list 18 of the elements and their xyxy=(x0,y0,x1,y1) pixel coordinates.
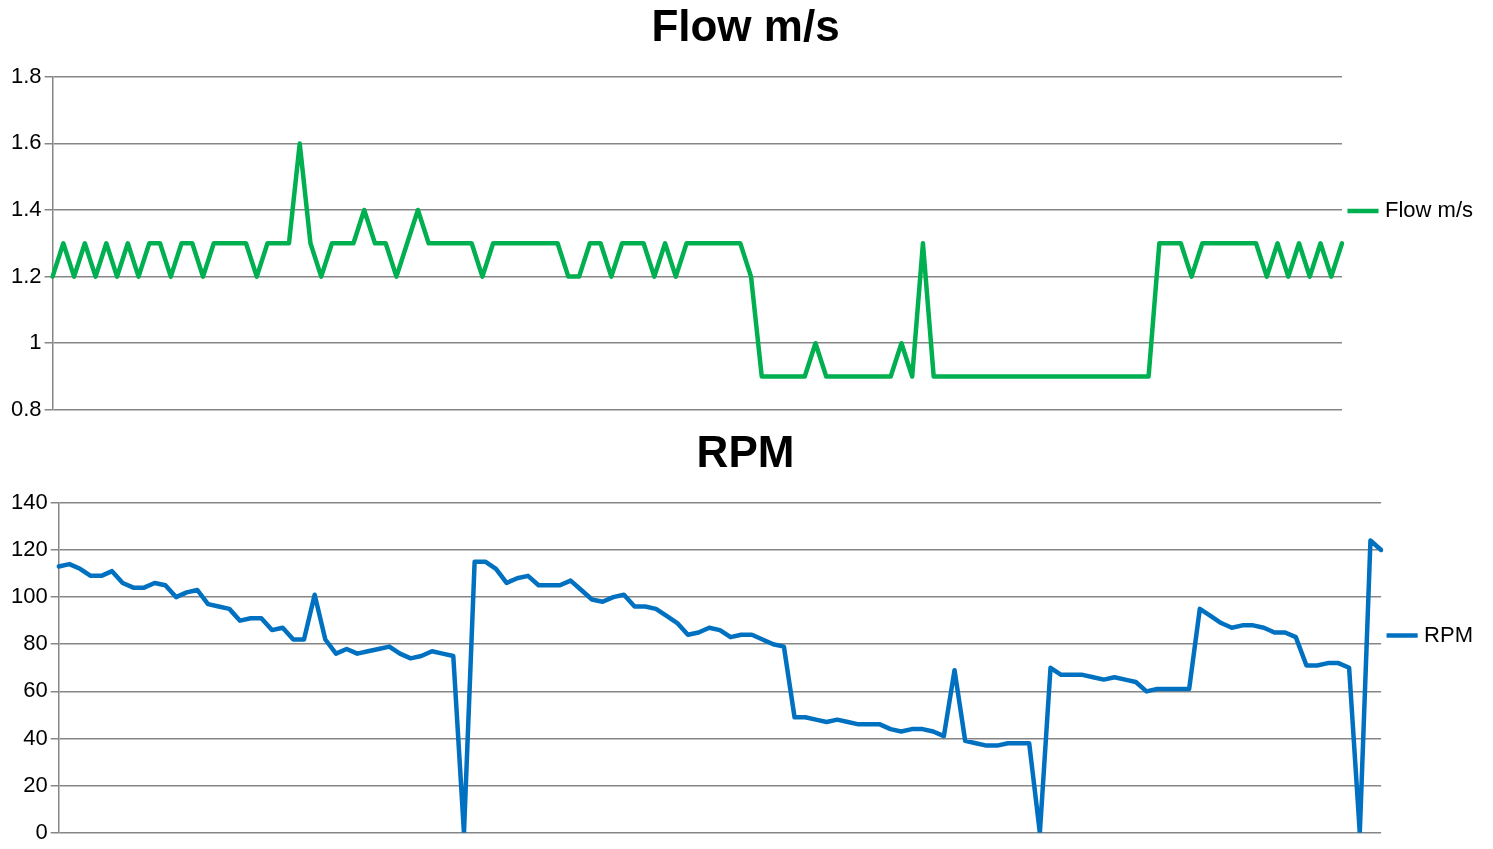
y-tick-label: 40 xyxy=(23,724,48,750)
chart-title: Flow m/s xyxy=(651,0,840,50)
legend-label: RPM xyxy=(1424,621,1473,647)
y-tick-label: 60 xyxy=(23,677,48,703)
y-tick-label: 1.6 xyxy=(10,129,42,155)
y-tick-label: 120 xyxy=(10,536,48,562)
y-tick-label: 1 xyxy=(29,329,42,355)
y-tick-label: 1.4 xyxy=(10,196,42,222)
y-tick-label: 80 xyxy=(23,630,48,656)
y-tick-label: 0 xyxy=(35,818,48,844)
y-tick-label: 1.8 xyxy=(10,62,42,88)
legend-label: Flow m/s xyxy=(1385,197,1473,223)
y-tick-label: 140 xyxy=(10,488,48,514)
chart-title: RPM xyxy=(696,426,795,476)
y-tick-label: 1.2 xyxy=(10,262,42,288)
y-tick-label: 100 xyxy=(10,583,48,609)
y-tick-label: 0.8 xyxy=(10,395,42,421)
y-tick-label: 20 xyxy=(23,771,48,797)
